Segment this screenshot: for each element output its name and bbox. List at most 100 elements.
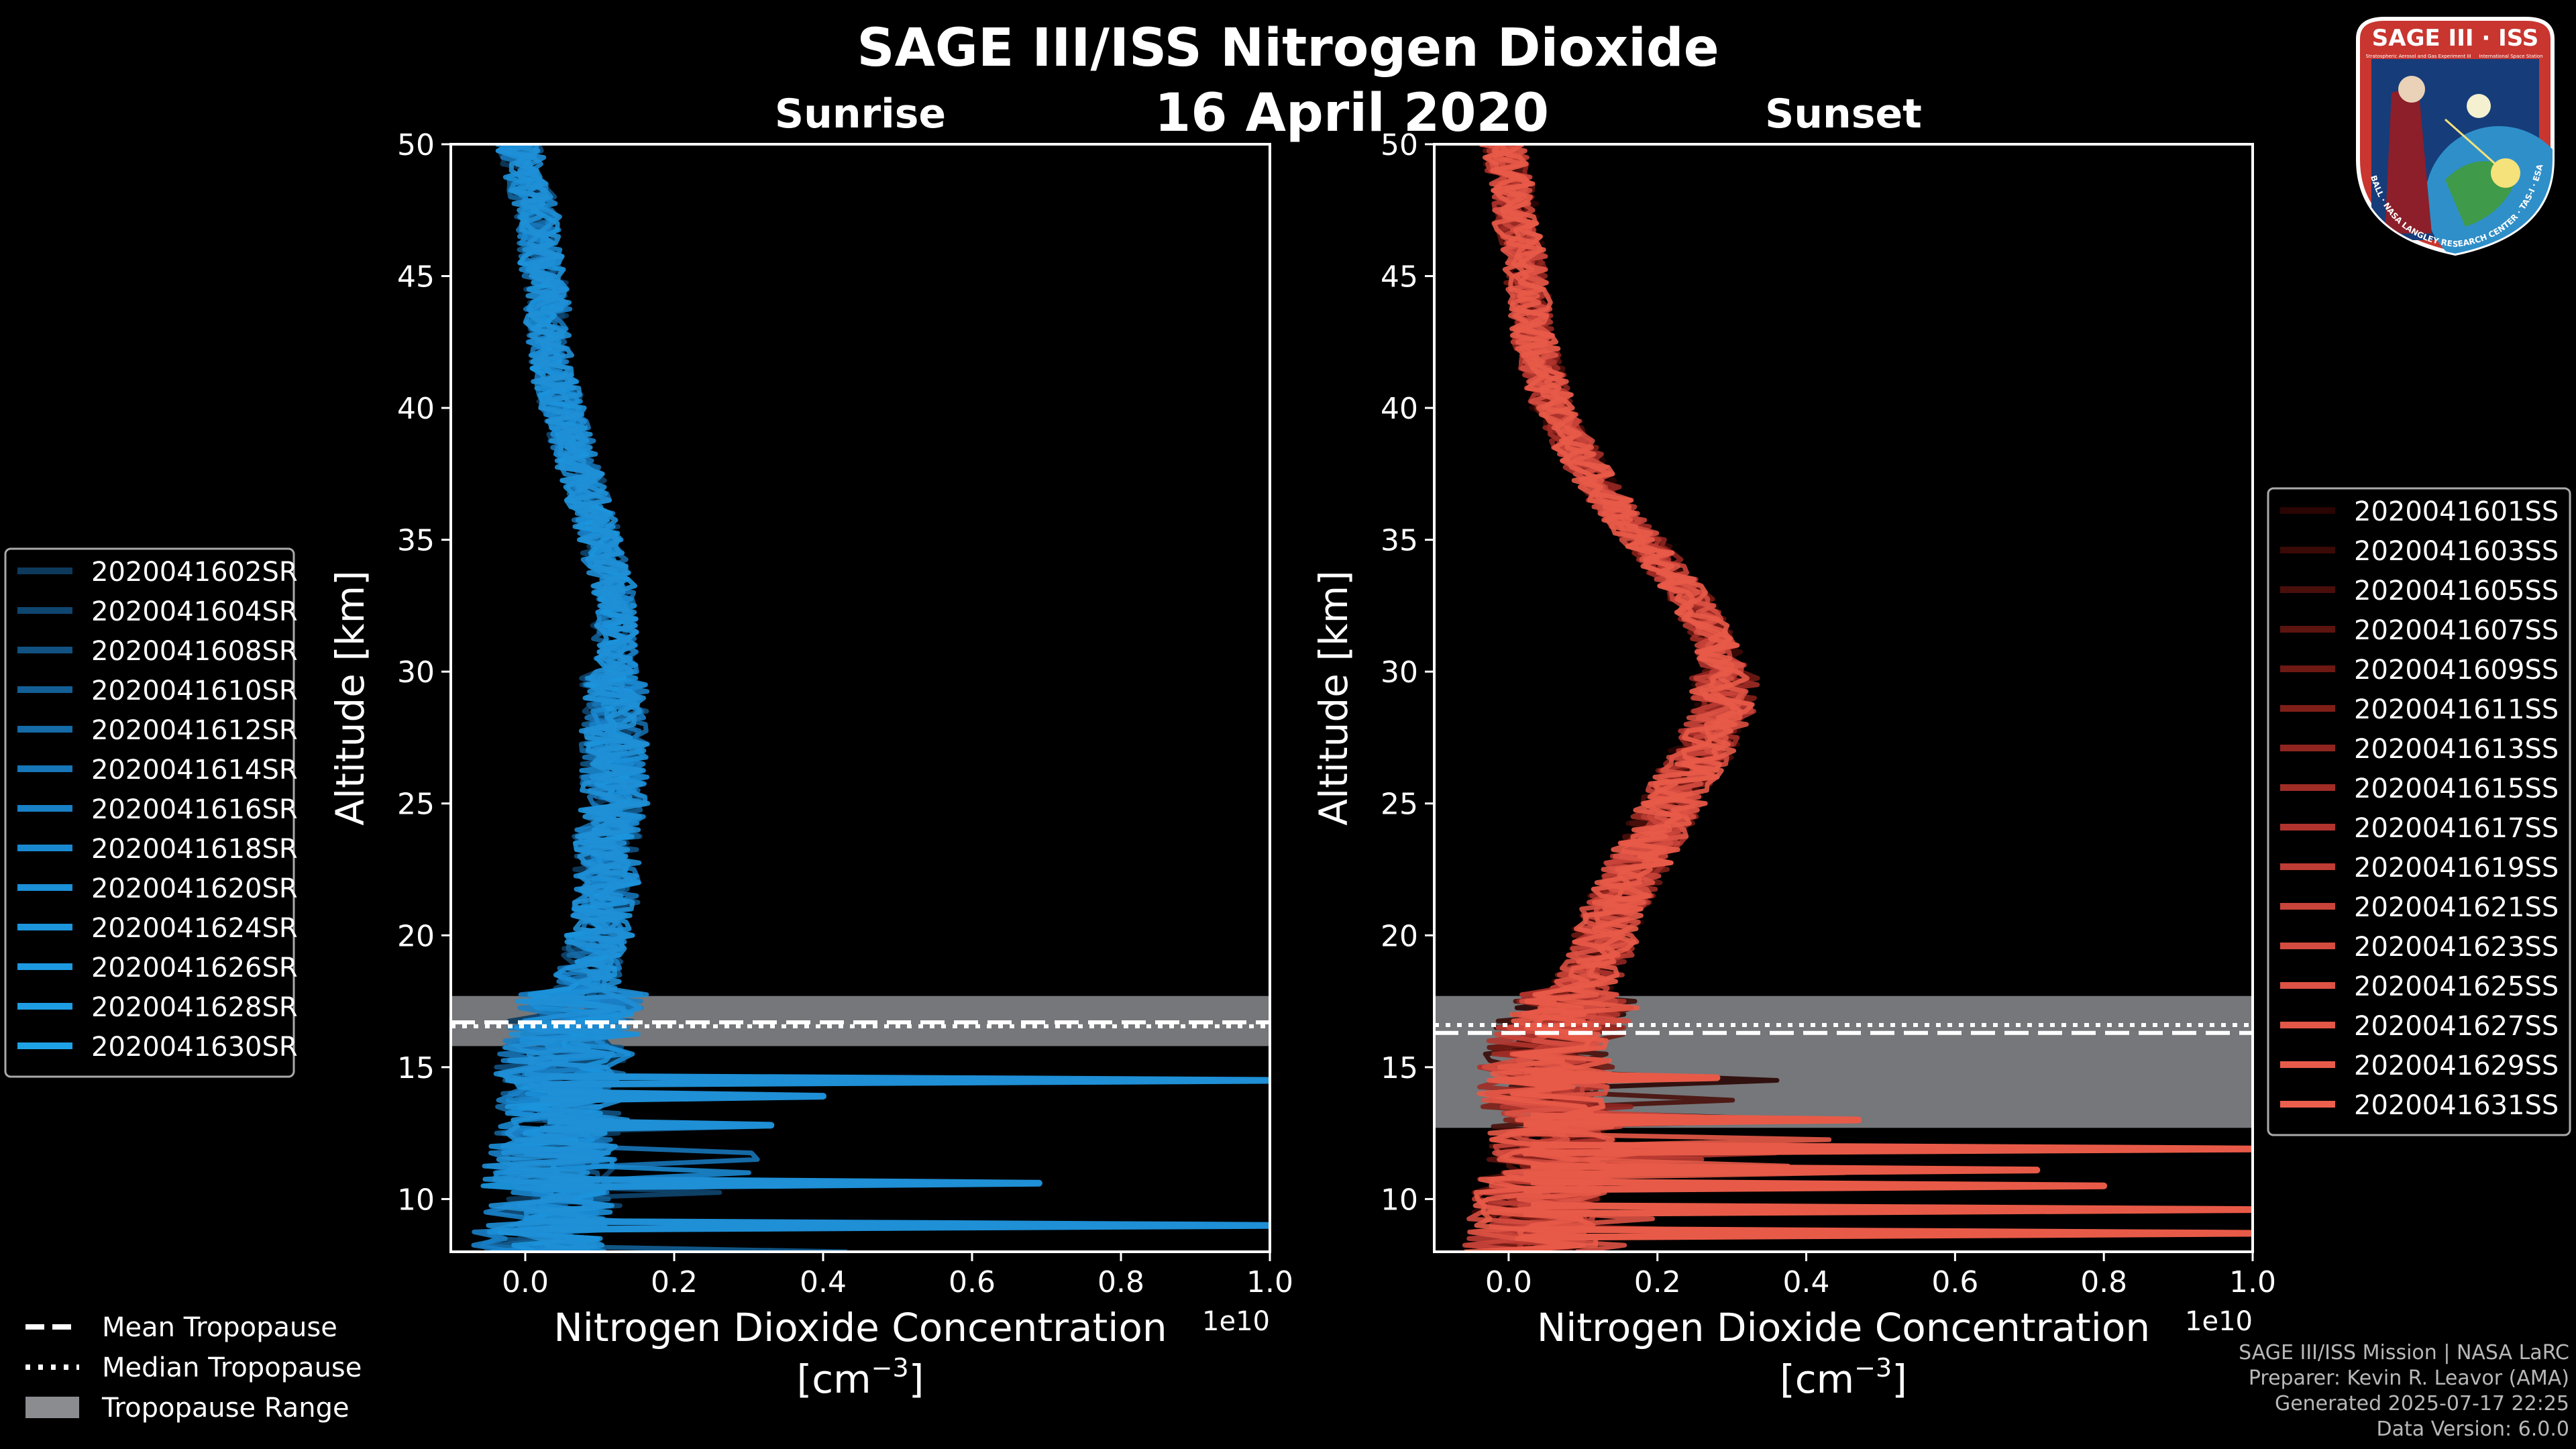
profile-group	[471, 144, 1270, 1252]
x-tick-label: 0.4	[800, 1265, 847, 1299]
profile-spike	[1523, 1163, 2041, 1178]
y-tick-label: 35	[397, 524, 435, 558]
sunrise-panel: Sunrise 10 15 20 25 30 35 40 45 50 0.0 0.2 0.4 0.6 0.8…	[327, 91, 1293, 1402]
profile-spike	[540, 1118, 775, 1133]
x-tick-label: 0.4	[1783, 1265, 1830, 1299]
y-tick-label: 15	[1381, 1051, 1418, 1085]
footer-preparer: Preparer: Kevin R. Leavor (AMA)	[2248, 1366, 2569, 1390]
x-tick-label: 0.6	[949, 1265, 996, 1299]
y-tick-label: 45	[1381, 260, 1418, 294]
x-axis-units: [cm−3]	[1780, 1353, 1907, 1402]
profile-line	[493, 144, 649, 1252]
profile-spike	[1523, 1141, 2253, 1157]
panel-title: Sunset	[1765, 91, 1922, 138]
legend-entry: 2020041624SR	[91, 913, 298, 944]
x-multiplier: 1e10	[1202, 1306, 1270, 1337]
common-legend-entry: Median Tropopause	[102, 1352, 362, 1383]
footer-generated: Generated 2025-07-17 22:25	[2274, 1392, 2569, 1415]
footer-mission: SAGE III/ISS Mission | NASA LaRC	[2239, 1341, 2569, 1364]
legend-entry: 2020041626SR	[91, 953, 298, 983]
legend-entry: 2020041605SS	[2354, 576, 2559, 606]
legend-entry: 2020041603SS	[2354, 536, 2559, 567]
axes-frame	[449, 143, 1271, 1253]
x-multiplier: 1e10	[2185, 1306, 2253, 1337]
legend-entry: 2020041621SS	[2354, 892, 2559, 923]
legend-entry: 2020041623SS	[2354, 932, 2559, 963]
profile-spike	[540, 1175, 1042, 1191]
axes-frame	[1433, 143, 2254, 1253]
legend-entry: 2020041615SS	[2354, 773, 2559, 804]
x-tick-label: 0.0	[1485, 1265, 1532, 1299]
legend-entry: 2020041612SR	[91, 715, 298, 746]
legend-entry: 2020041609SS	[2354, 655, 2559, 686]
legend-entry: 2020041608SR	[91, 636, 298, 667]
legend-entry: 2020041611SS	[2354, 694, 2559, 725]
x-tick-label: 0.8	[2080, 1265, 2127, 1299]
profile-spike	[1523, 1070, 1721, 1085]
legend-entry: 2020041610SR	[91, 676, 298, 706]
profile-line	[482, 144, 649, 1252]
legend-entry: 2020041625SS	[2354, 971, 2559, 1002]
y-tick-label: 10	[1381, 1183, 1418, 1217]
legend-entry: 2020041619SS	[2354, 853, 2559, 883]
legend-entry: 2020041617SS	[2354, 813, 2559, 844]
x-axis-label: Nitrogen Dioxide Concentration	[553, 1305, 1167, 1350]
sunrise-legend: 2020041602SR 2020041604SR 2020041608SR 2020…	[4, 547, 298, 1078]
y-tick-label: 50	[1381, 128, 1418, 162]
sage-mission-badge: SAGE III · ISS Stratospheric Aerosol and…	[2356, 17, 2555, 256]
legend-frame	[4, 547, 295, 1078]
x-axis-units: [cm−3]	[797, 1353, 924, 1402]
y-tick-label: 40	[397, 392, 435, 426]
figure-title: SAGE III/ISS Nitrogen Dioxide	[857, 18, 1719, 78]
y-axis-label: Altitude [km]	[327, 570, 373, 825]
y-tick-label: 20	[397, 919, 435, 953]
x-tick-label: 0.2	[651, 1265, 698, 1299]
x-axis-label: Nitrogen Dioxide Concentration	[1537, 1305, 2150, 1350]
x-tick-label: 1.0	[1246, 1265, 1293, 1299]
profile-spike	[1523, 1112, 1862, 1128]
footer-version: Data Version: 6.0.0	[2376, 1417, 2569, 1441]
profile-spike	[1523, 1178, 2108, 1193]
y-tick-label: 25	[1381, 788, 1418, 822]
y-tick-label: 40	[1381, 392, 1418, 426]
footer-credits: SAGE III/ISS Mission | NASA LaRC Prepare…	[2239, 1340, 2569, 1442]
legend-entry: 2020041628SR	[91, 992, 298, 1023]
legend-entry: 2020041604SR	[91, 596, 298, 627]
legend-entry: 2020041614SR	[91, 755, 298, 786]
profile-spike	[540, 1073, 1270, 1088]
panel-title: Sunrise	[775, 91, 946, 138]
badge-subtitle: Stratospheric Aerosol and Gas Experiment…	[2365, 54, 2471, 59]
sunset-panel: Sunset 10 15 20 25 30 35 40 45 50 0.0 0.2 0.4 0.6 0.8 1…	[1311, 91, 2276, 1402]
legend-entry: 2020041616SR	[91, 794, 298, 825]
y-tick-label: 20	[1381, 919, 1418, 953]
legend-frame	[2267, 487, 2571, 1136]
y-tick-label: 30	[397, 655, 435, 690]
x-tick-label: 0.0	[502, 1265, 549, 1299]
y-tick-label: 25	[397, 788, 435, 822]
legend-entry: 2020041631SS	[2354, 1090, 2559, 1121]
common-legend-entry: Tropopause Range	[101, 1393, 350, 1424]
profile-group	[1462, 144, 2253, 1252]
badge-name: SAGE III · ISS	[2372, 25, 2538, 52]
legend-entry: 2020041627SS	[2354, 1011, 2559, 1042]
legend-entry: 2020041618SR	[91, 834, 298, 865]
y-axis-label: Altitude [km]	[1311, 570, 1356, 825]
y-tick-label: 30	[1381, 655, 1418, 690]
y-tick-label: 50	[397, 128, 435, 162]
x-tick-label: 0.2	[1634, 1265, 1681, 1299]
x-tick-label: 0.8	[1097, 1265, 1144, 1299]
y-tick-label: 10	[397, 1183, 435, 1217]
x-tick-label: 1.0	[2229, 1265, 2276, 1299]
y-tick-label: 15	[397, 1051, 435, 1085]
legend-entry: 2020041601SS	[2354, 496, 2559, 527]
tropopause-legend: Mean Tropopause Median Tropopause Tropopau…	[25, 1312, 362, 1424]
profile-line	[496, 144, 718, 1252]
sunset-legend: 2020041601SS 2020041603SS 2020041605SS 2020…	[2267, 487, 2571, 1136]
legend-entry: 2020041607SS	[2354, 615, 2559, 646]
profile-spike	[1523, 1226, 2253, 1241]
profile-line	[1464, 144, 1755, 1252]
y-tick-label: 45	[397, 260, 435, 294]
profile-spike	[1523, 1202, 2253, 1218]
badge-subtitle-station: International Space Station	[2479, 54, 2542, 59]
